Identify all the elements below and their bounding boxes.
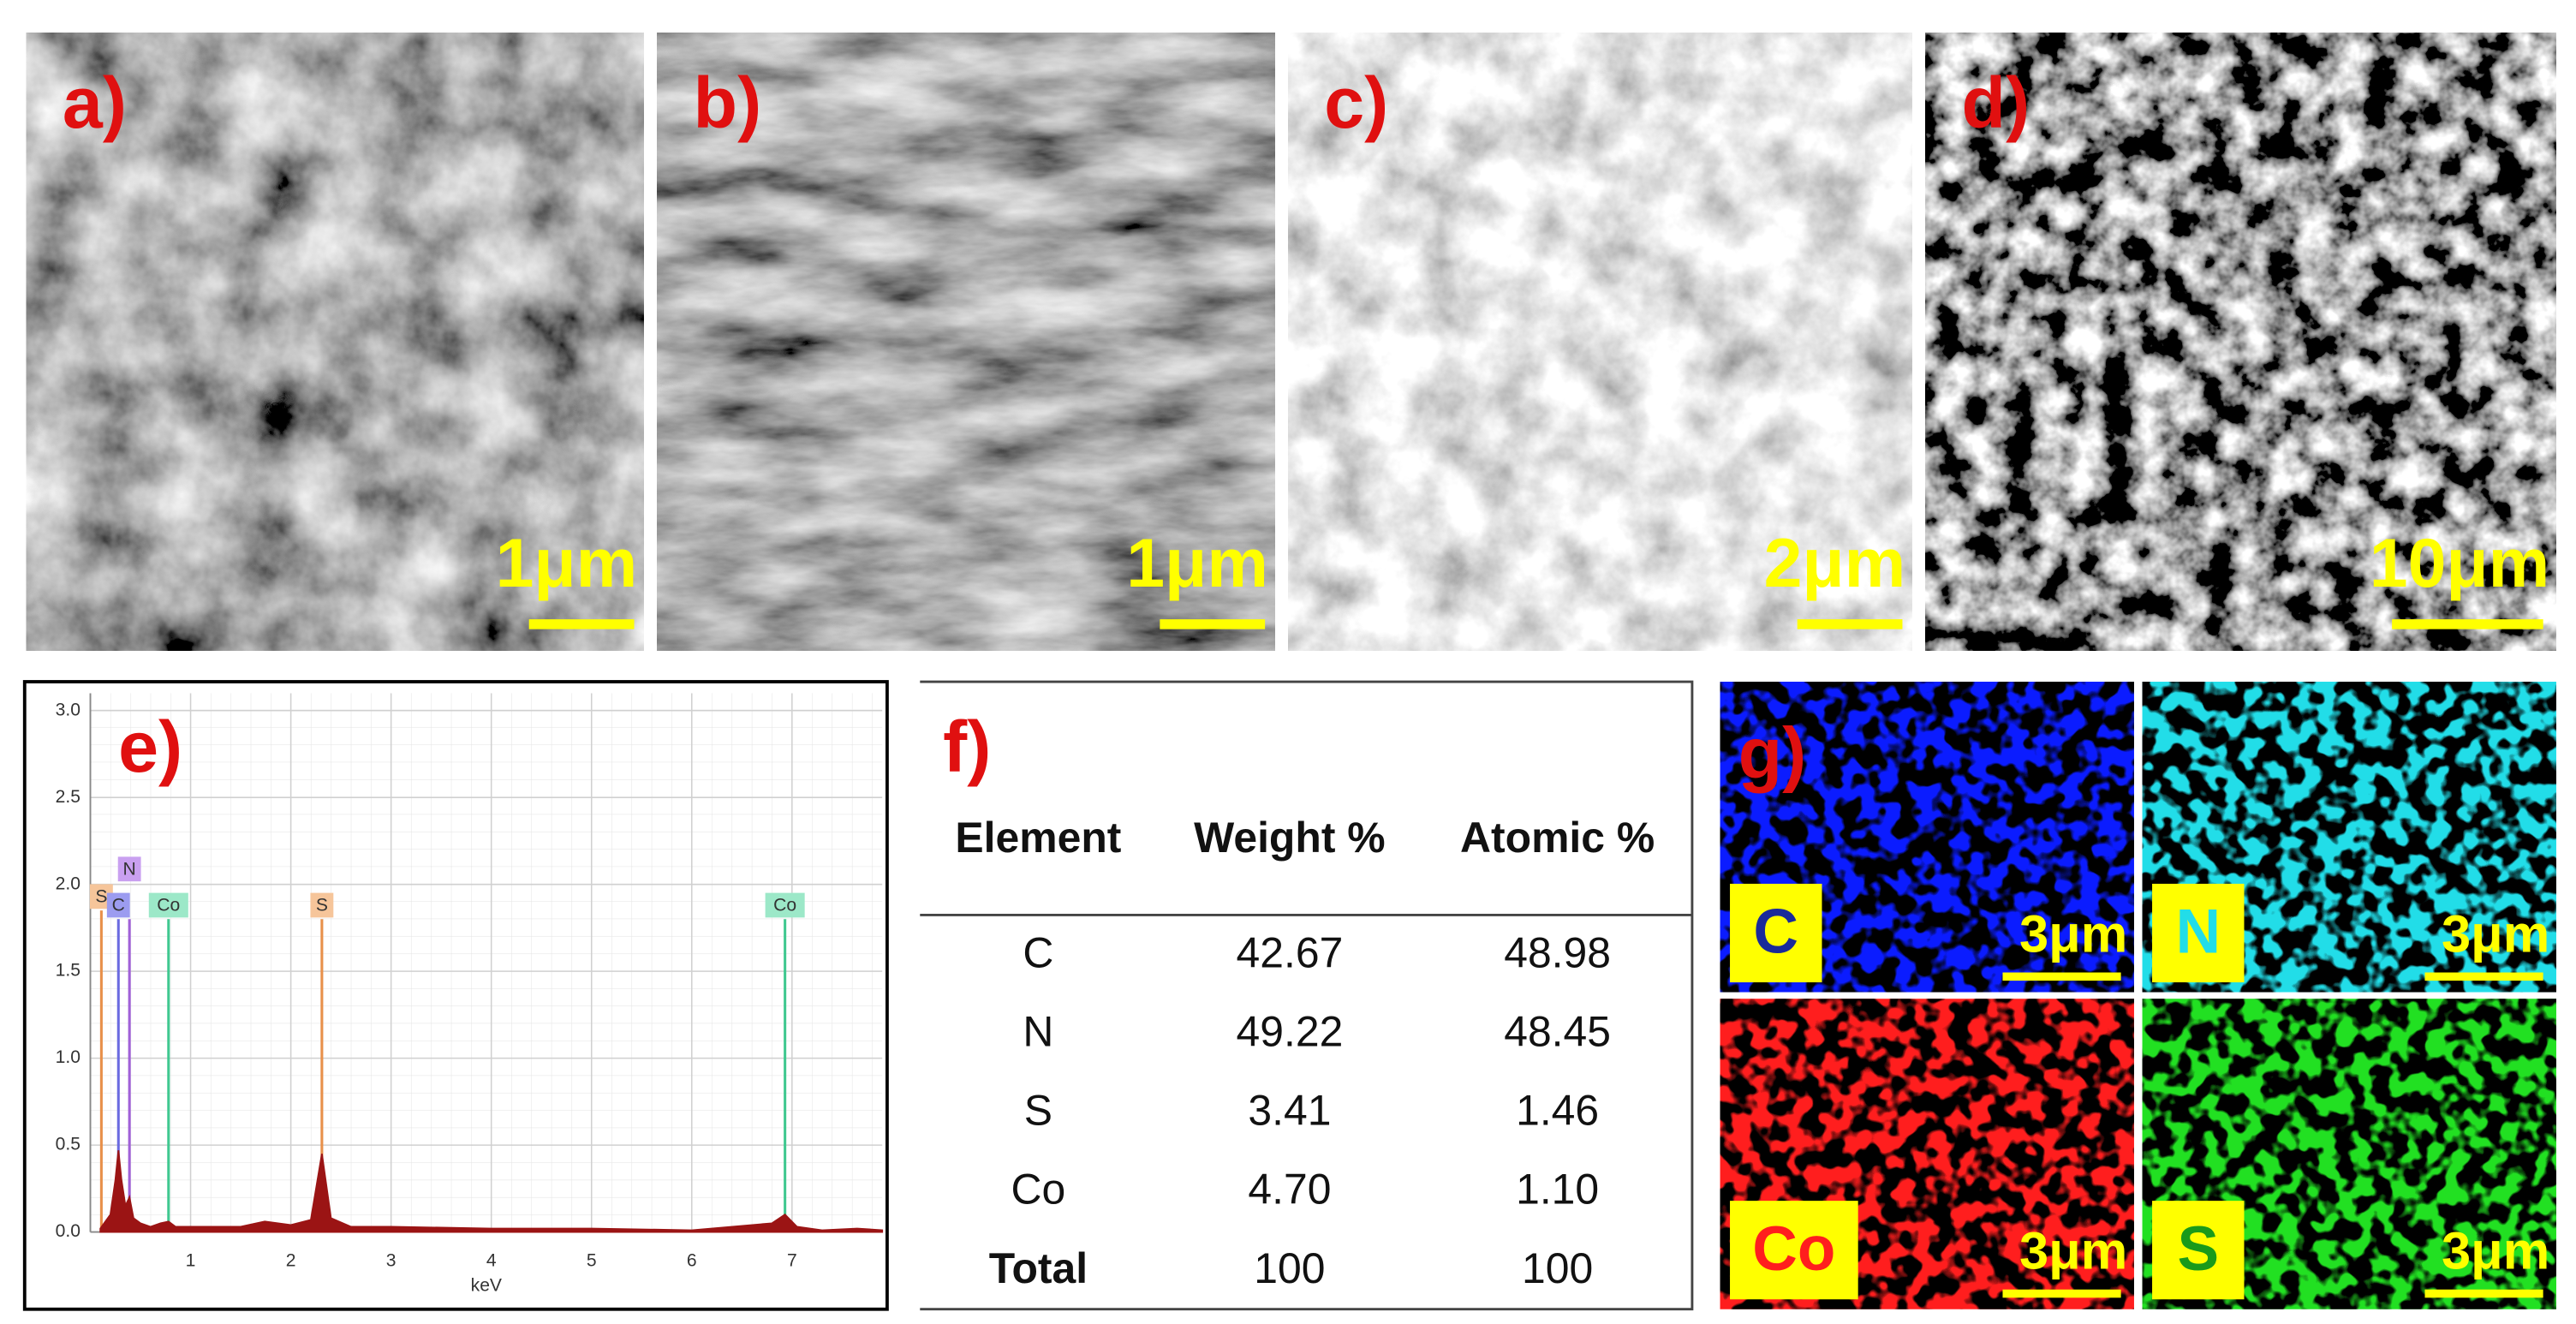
table-cell: 48.98 — [1504, 929, 1611, 977]
table-cell: S — [1024, 1087, 1052, 1135]
scale-bar-label: 3μm — [2019, 904, 2127, 963]
minor-grid — [90, 693, 883, 1232]
table-cell: N — [1023, 1008, 1053, 1056]
element-label: S — [2177, 1214, 2219, 1284]
scale-bar — [2002, 972, 2121, 981]
y-tick-label: 2.0 — [56, 874, 80, 893]
element-box — [1730, 1201, 1858, 1300]
scale-bar — [528, 619, 635, 629]
element-box — [2152, 1201, 2245, 1300]
scale-bar — [2424, 1289, 2543, 1298]
x-axis-label: keV — [471, 1275, 502, 1295]
panel-label: a) — [63, 63, 127, 143]
marker-tag — [117, 856, 141, 882]
element-label: Co — [1752, 1214, 1835, 1284]
marker-label: N — [123, 859, 136, 879]
y-tick-label: 2.5 — [56, 787, 80, 807]
column-header: Element — [955, 814, 1121, 862]
y-tick-label: 1.5 — [56, 961, 80, 981]
scale-bar — [2002, 1289, 2121, 1298]
element-label: N — [2175, 898, 2221, 967]
spectrum-area — [99, 1150, 884, 1233]
scale-bar — [2424, 972, 2543, 981]
table-cell: 4.70 — [1248, 1166, 1331, 1214]
panel-label: f) — [943, 707, 991, 787]
marker-tag — [310, 892, 334, 918]
table-cell: 42.67 — [1237, 929, 1344, 977]
scale-bar — [1160, 619, 1266, 629]
marker-label: C — [112, 896, 125, 915]
table-cell: C — [1023, 929, 1053, 977]
panel-label: c) — [1324, 63, 1388, 143]
element-box — [1730, 883, 1822, 983]
table-cell: 100 — [1254, 1244, 1325, 1292]
x-tick-label: 6 — [687, 1251, 697, 1271]
panel-label: e) — [118, 707, 182, 787]
table-cell: Co — [1011, 1166, 1066, 1214]
column-header: Weight % — [1194, 814, 1385, 862]
scale-bar-label: 2μm — [1764, 525, 1906, 602]
marker-tag — [765, 892, 805, 918]
scale-bar-label: 3μm — [2442, 904, 2549, 963]
x-tick-label: 5 — [587, 1251, 597, 1271]
marker-label: Co — [157, 896, 180, 915]
table-cell: Total — [989, 1244, 1088, 1292]
table-cell: 1.46 — [1516, 1087, 1599, 1135]
table-cell: 1.10 — [1516, 1166, 1599, 1214]
table-cell: 49.22 — [1237, 1008, 1344, 1056]
marker-tag — [148, 892, 188, 918]
y-tick-label: 1.0 — [56, 1047, 80, 1067]
panel-label: g) — [1738, 713, 1807, 793]
marker-label: S — [316, 896, 328, 915]
element-label: C — [1753, 898, 1798, 967]
composition-table: f) Element Weight % Atomic % C 42.67 48.98 N 49.… — [920, 680, 1694, 1311]
table-cell: 48.45 — [1504, 1008, 1611, 1056]
sem-image — [1288, 33, 1912, 651]
sem-image — [1925, 33, 2556, 651]
x-tick-label: 4 — [486, 1251, 497, 1271]
marker-label: Co — [773, 896, 796, 915]
y-tick-label: 0.0 — [56, 1221, 80, 1241]
scale-bar-label: 3μm — [2442, 1222, 2549, 1281]
y-tick-label: 3.0 — [56, 700, 80, 719]
x-tick-label: 1 — [186, 1251, 196, 1271]
scale-bar — [2392, 619, 2543, 629]
panel-label: b) — [694, 63, 762, 143]
marker-label: S — [95, 886, 107, 906]
sem-panels: a) 1μm b) 1μm c) 2μm d) 10μm — [26, 33, 2556, 651]
table-cell: 100 — [1522, 1244, 1593, 1292]
scale-bar-label: 1μm — [496, 525, 638, 602]
table-cell: 3.41 — [1248, 1087, 1331, 1135]
table-frame — [920, 680, 1694, 1311]
scale-bar-label: 3μm — [2019, 1222, 2127, 1281]
panel-label: d) — [1962, 63, 2030, 143]
y-tick-label: 0.5 — [56, 1135, 80, 1154]
element-maps: C 3μm N 3μm Co 3μm S 3μm g) — [1720, 682, 2556, 1309]
sem-image — [657, 33, 1275, 651]
x-tick-label: 3 — [386, 1251, 397, 1271]
scale-bar-label: 1μm — [1126, 525, 1268, 602]
sem-image — [26, 33, 645, 651]
scale-bar-label: 10μm — [2370, 525, 2550, 602]
column-header: Atomic % — [1460, 814, 1655, 862]
marker-tag — [106, 892, 130, 918]
x-tick-label: 2 — [286, 1251, 296, 1271]
scale-bar — [1797, 619, 1903, 629]
x-tick-label: 7 — [787, 1251, 797, 1271]
element-box — [2152, 883, 2245, 983]
